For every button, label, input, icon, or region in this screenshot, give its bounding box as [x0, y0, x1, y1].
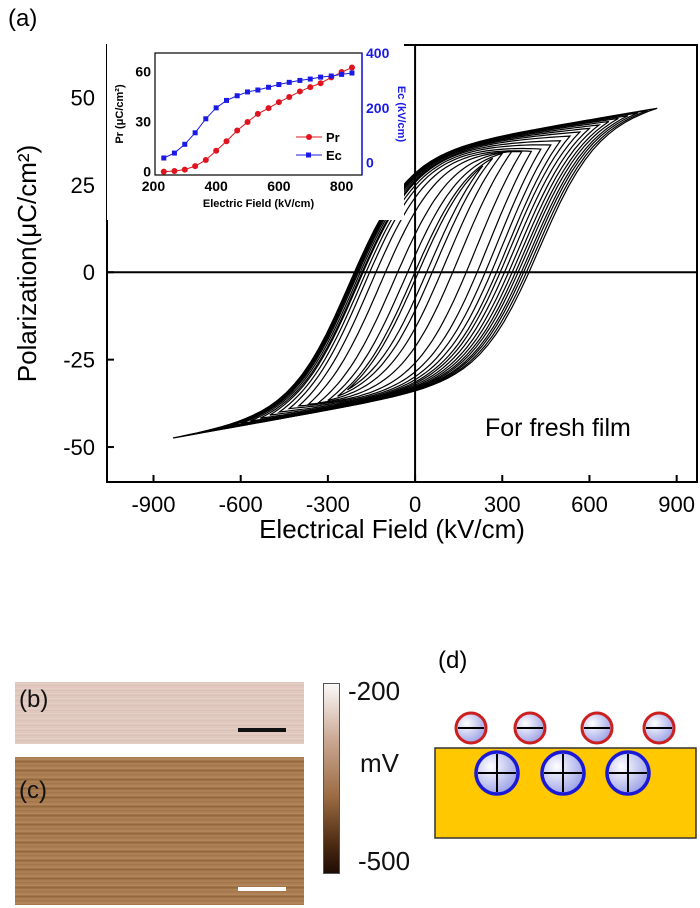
kpfm-image-c: (c) [15, 757, 304, 905]
inset-point-pr [244, 119, 251, 126]
hysteresis-loop [346, 165, 484, 391]
inset-point-pr [286, 93, 293, 100]
hysteresis-loop [287, 147, 542, 410]
y-tick-label: -50 [63, 435, 95, 460]
colorbar-unit: mV [360, 748, 399, 778]
x-tick-label: 900 [658, 492, 695, 517]
inset-point-pr [171, 167, 178, 174]
inset-point-ec [171, 150, 177, 156]
inset-y2-axis-label: Ec (kV/cm) [395, 86, 407, 143]
inset-point-pr [307, 84, 314, 91]
inset-point-pr [234, 127, 241, 134]
panel-label-b: (b) [19, 686, 49, 713]
inset-point-ec [245, 89, 251, 95]
charge-diagram [434, 711, 697, 839]
inset-point-pr [181, 166, 188, 173]
scale-bar [238, 728, 286, 732]
inset-point-pr [317, 80, 324, 87]
hysteresis-plot: -900 -600 -300 0 300 600 90050250-25-50Electri… [12, 44, 698, 544]
legend-label-ec: Ec [326, 148, 342, 163]
x-tick-label: 0 [409, 492, 421, 517]
y-tick-label: 50 [71, 85, 95, 110]
inset-point-ec [234, 93, 240, 99]
inset-point-ec [328, 73, 334, 79]
inset-y-tick-label: 0 [143, 164, 151, 180]
inset-x-tick-label: 400 [204, 178, 228, 194]
x-tick-label: -300 [306, 492, 350, 517]
scale-bar [238, 887, 286, 891]
y-tick-label: 0 [83, 260, 95, 285]
hysteresis-loop [327, 152, 504, 401]
hysteresis-loop [277, 144, 552, 413]
legend-marker-pr [306, 134, 312, 140]
inset-point-ec [297, 77, 303, 83]
inset-point-pr [254, 110, 261, 117]
inset-y2-tick-label: 400 [366, 45, 390, 61]
legend-marker-ec [306, 152, 311, 158]
x-tick-label: 600 [571, 492, 608, 517]
inset-x-tick-label: 200 [142, 178, 166, 194]
inset-point-ec [349, 70, 355, 76]
inset-x-tick-label: 600 [267, 178, 291, 194]
panel-label-d: (d) [438, 647, 467, 674]
inset-point-ec [318, 74, 324, 80]
inset-y-tick-label: 60 [135, 63, 151, 79]
x-tick-label: -900 [131, 492, 175, 517]
inset-point-ec [307, 76, 313, 82]
inset-point-pr [296, 88, 303, 95]
inset-point-ec [339, 71, 345, 77]
y-axis-label: Polarization(μC/cm²) [12, 145, 42, 382]
inset-point-ec [213, 105, 219, 111]
hysteresis-loop [297, 150, 533, 407]
inset-point-ec [255, 87, 261, 93]
inset-point-ec [276, 82, 282, 88]
inset-background [107, 43, 404, 220]
y-tick-label: 25 [71, 173, 95, 198]
kpfm-image-b: (b) [15, 682, 304, 744]
inset-point-pr [192, 163, 199, 170]
inset-point-ec [266, 84, 272, 90]
inset-point-pr [160, 168, 167, 175]
inset-point-pr [348, 64, 355, 71]
colorbar-top-label: -200 [348, 676, 401, 706]
hysteresis-loop [337, 157, 494, 397]
inset-point-pr [265, 105, 272, 112]
inset-point-ec [224, 97, 230, 103]
inset-y-tick-label: 30 [135, 114, 151, 130]
colorbar-bottom-label: -500 [358, 846, 411, 876]
panel-label-a: (a) [8, 5, 37, 32]
inset-point-ec [192, 130, 198, 136]
panel-label-c: (c) [19, 777, 47, 804]
inset-point-pr [213, 147, 220, 154]
inset-y2-tick-label: 0 [366, 155, 374, 171]
inset-point-pr [223, 138, 230, 145]
x-tick-label: 300 [484, 492, 521, 517]
inset-y-axis-label: Pr (μC/cm²) [114, 84, 126, 144]
inset-point-ec [203, 116, 209, 122]
inset-point-ec [286, 79, 292, 85]
inset-point-ec [161, 155, 167, 161]
hysteresis-loop [306, 151, 523, 406]
inset-point-pr [275, 99, 282, 106]
legend-label-pr: Pr [326, 130, 340, 145]
y-tick-label: -25 [63, 348, 95, 373]
annotation-fresh-film: For fresh film [485, 414, 631, 442]
colorbar [323, 683, 340, 874]
inset-x-tick-label: 800 [330, 178, 354, 194]
inset-point-pr [202, 156, 209, 163]
x-tick-label: -600 [219, 492, 263, 517]
hysteresis-loop [172, 107, 658, 439]
x-axis-label: Electrical Field (kV/cm) [259, 514, 525, 544]
hysteresis-loop [269, 140, 562, 416]
inset-x-axis-label: Electric Field (kV/cm) [203, 198, 315, 210]
inset-y2-tick-label: 200 [366, 100, 390, 116]
inset-point-ec [182, 141, 188, 147]
